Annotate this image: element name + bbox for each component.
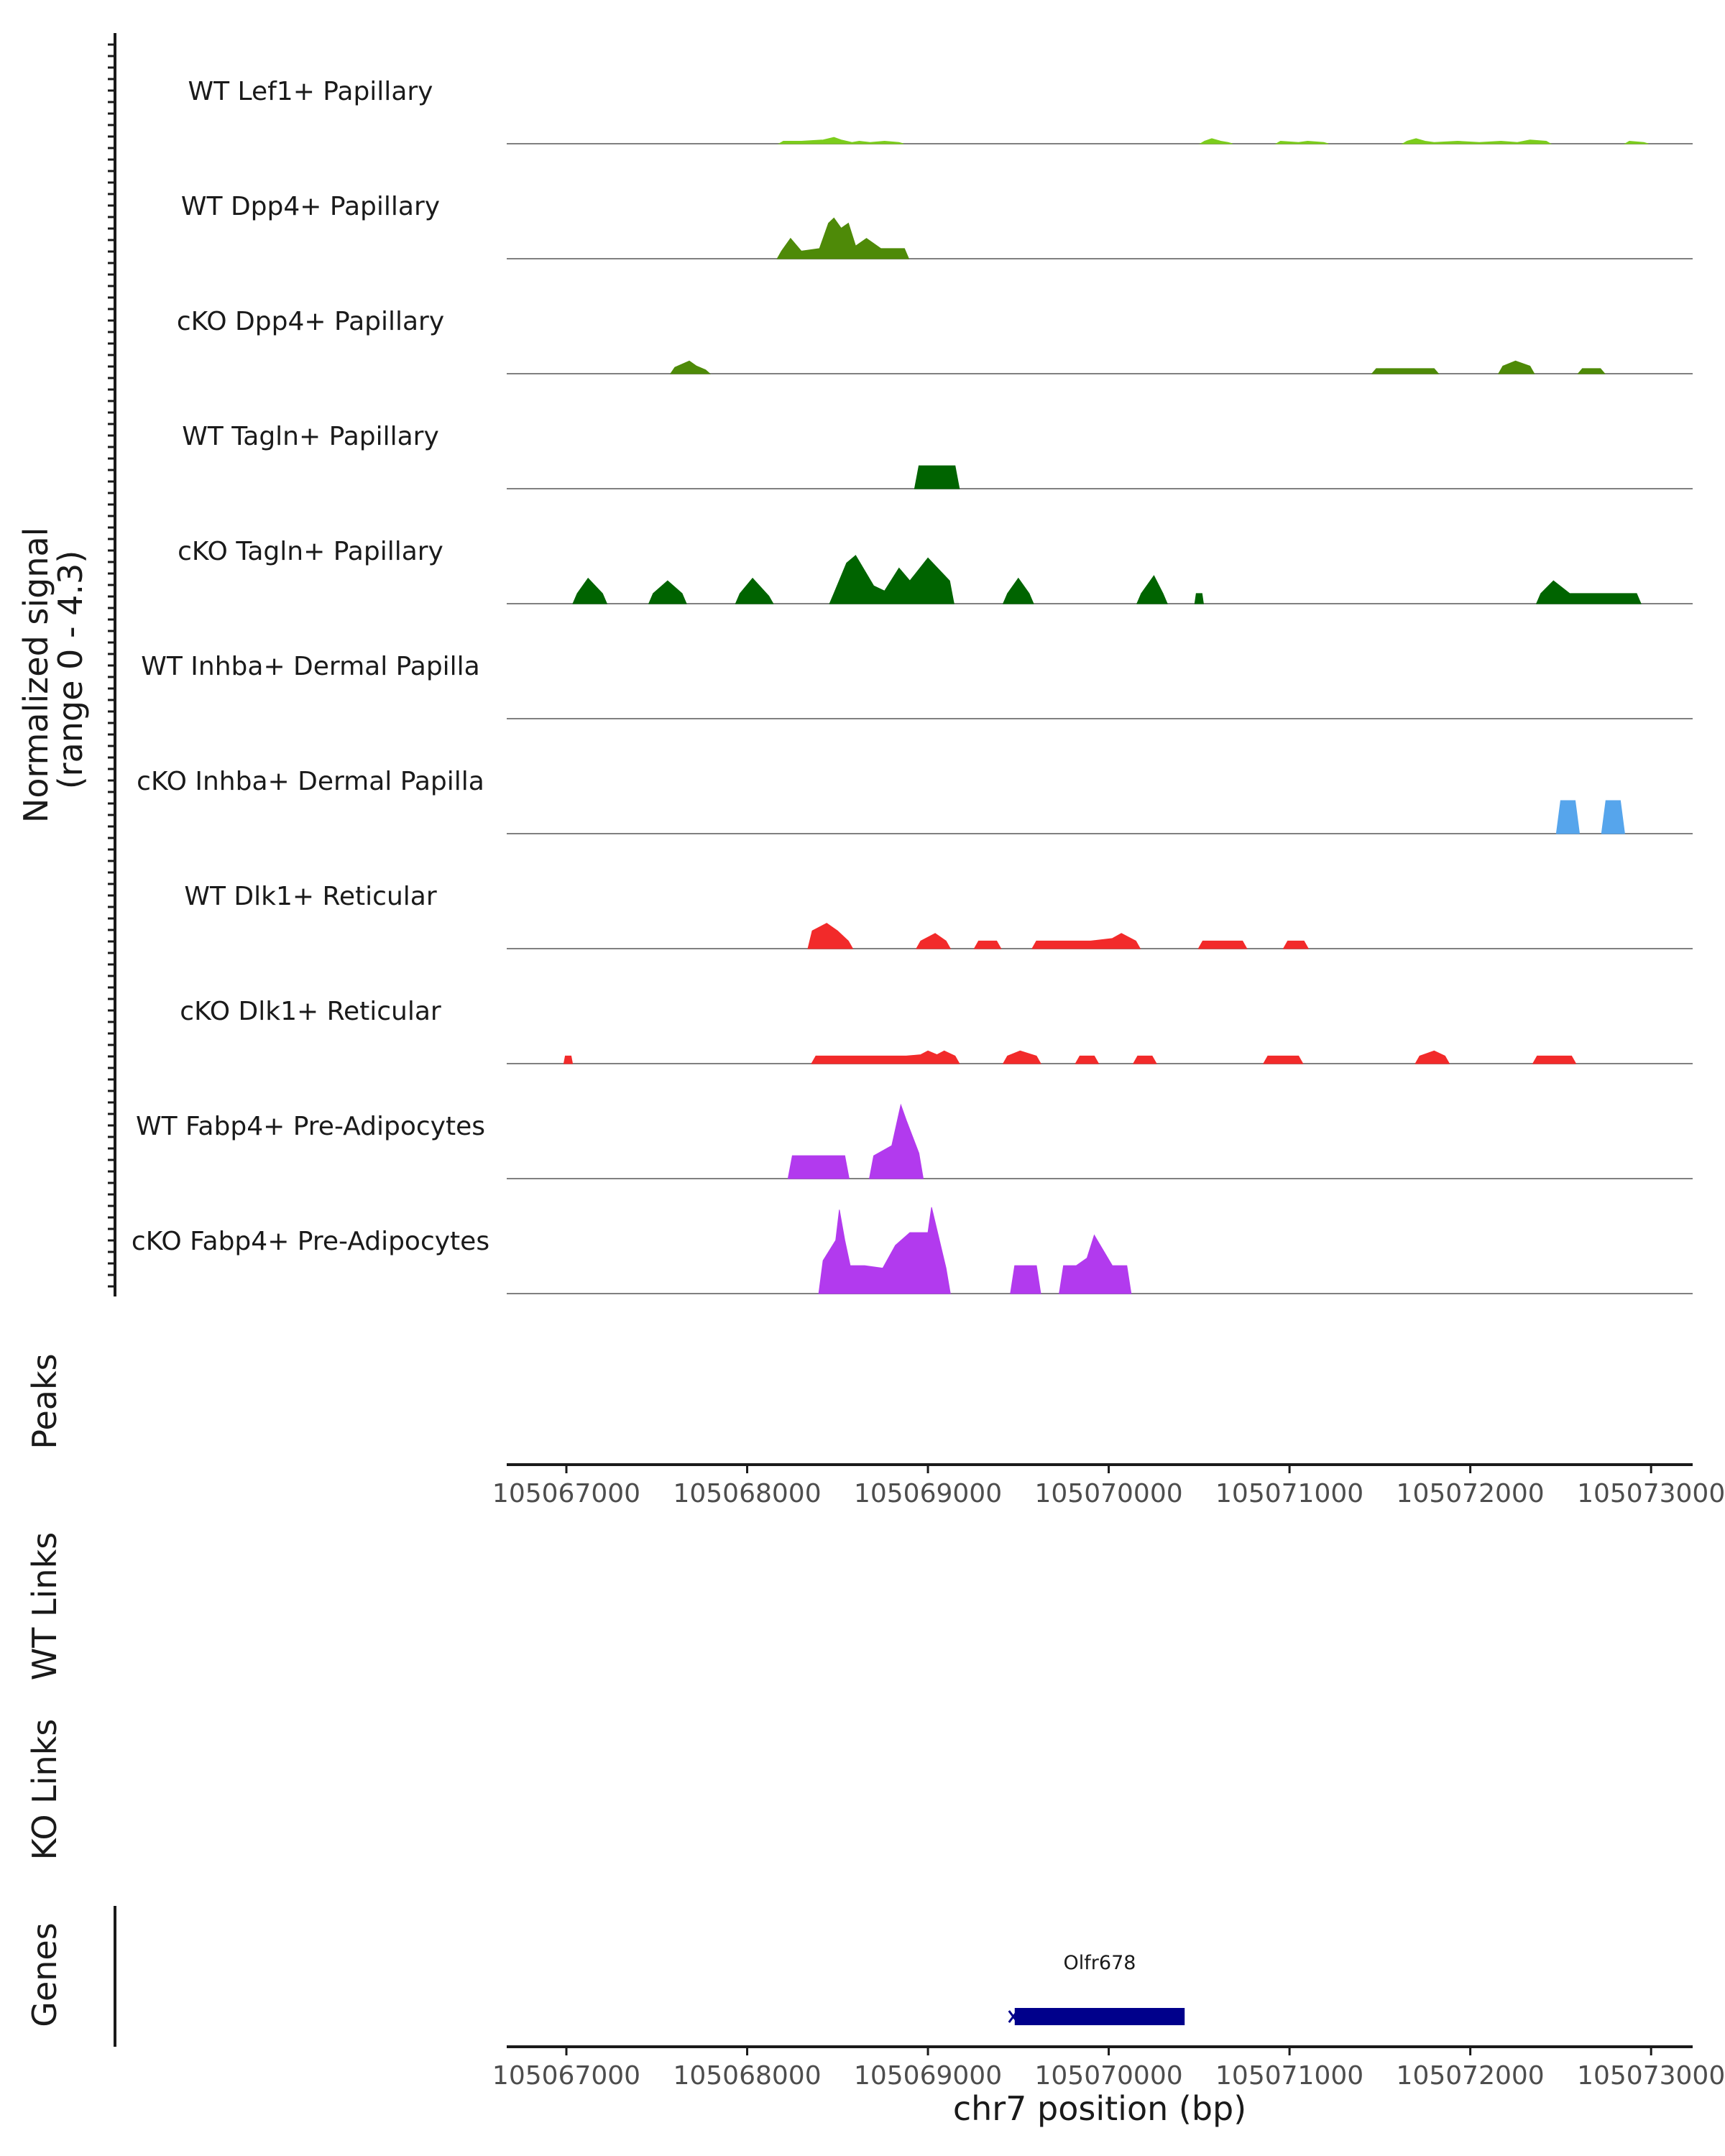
- track-label: cKO Dlk1+ Reticular: [180, 997, 441, 1026]
- signal-peak: [811, 1050, 960, 1064]
- gene-strand-marker: [1008, 2010, 1018, 2023]
- track-label: cKO Fabp4+ Pre-Adipocytes: [132, 1227, 489, 1256]
- track-label: WT Inhba+ Dermal Papilla: [141, 652, 479, 681]
- signal-peak: [1282, 940, 1310, 949]
- wt-links-track-title: WT Links: [25, 1532, 64, 1680]
- track: WT Lef1+ Papillary: [188, 77, 1693, 144]
- track: cKO Dpp4+ Papillary: [177, 307, 1693, 374]
- peaks-track-title: Peaks: [25, 1353, 64, 1449]
- signal-peak: [973, 940, 1002, 949]
- signal-peak: [1075, 1055, 1100, 1064]
- signal-peak: [1535, 580, 1642, 604]
- signal-peak: [1624, 140, 1649, 144]
- signal-peak: [1371, 368, 1440, 374]
- signal-peak: [563, 1055, 574, 1064]
- signal-peak: [648, 580, 687, 604]
- signal-peak: [1132, 1055, 1157, 1064]
- genes-track-title: Genes: [25, 1922, 64, 2027]
- signal-peak: [1401, 138, 1552, 144]
- x-axis-tick-label: 105067000: [492, 1479, 640, 1508]
- track: WT Inhba+ Dermal Papilla: [141, 652, 1693, 719]
- x-axis-tick-label: 105073000: [1577, 2061, 1725, 2091]
- signal-peak: [1059, 1234, 1132, 1294]
- track-label: cKO Tagln+ Papillary: [178, 537, 443, 566]
- signal-peak: [1002, 577, 1034, 604]
- track: WT Fabp4+ Pre-Adipocytes: [136, 1103, 1693, 1179]
- signal-peak: [1197, 940, 1248, 949]
- track: cKO Dlk1+ Reticular: [180, 997, 1693, 1064]
- track-label: WT Dpp4+ Papillary: [181, 192, 440, 221]
- signal-peak: [807, 923, 854, 949]
- x-axis-title: chr7 position (bp): [953, 2089, 1246, 2128]
- track: cKO Fabp4+ Pre-Adipocytes: [132, 1207, 1693, 1294]
- gene-body: [1014, 2008, 1185, 2025]
- signal-peak: [914, 465, 960, 489]
- signal-peak: [829, 555, 954, 604]
- signal-peak: [1601, 800, 1625, 834]
- signal-peak: [1002, 1050, 1041, 1064]
- x-axis-tick-label: 105073000: [1577, 1479, 1725, 1508]
- track: WT Tagln+ Papillary: [182, 422, 1693, 489]
- genes-x-axis: 105067000 105068000 105069000 105070000 1050…: [492, 2045, 1725, 2091]
- signal-peak: [735, 577, 774, 604]
- signal-peak: [1498, 360, 1535, 374]
- track-label: WT Lef1+ Papillary: [188, 77, 433, 106]
- signal-peak: [1414, 1050, 1450, 1064]
- signal-peak: [868, 1103, 924, 1179]
- signal-peak: [777, 137, 903, 144]
- signal-peak: [776, 217, 910, 259]
- track-label: cKO Dpp4+ Papillary: [177, 307, 444, 336]
- signal-axis-title-line-1: Normalized signal: [17, 528, 55, 824]
- track-label: WT Dlk1+ Reticular: [184, 882, 436, 911]
- signal-tracks: WT Lef1+ Papillary WT Dpp4+ Papillary cKO …: [132, 77, 1693, 1294]
- signal-peak: [1577, 368, 1606, 374]
- ko-links-track-title: KO Links: [25, 1719, 64, 1861]
- signal-peak: [1263, 1055, 1304, 1064]
- signal-peak: [1194, 593, 1204, 604]
- signal-peak: [1532, 1055, 1577, 1064]
- x-axis-tick-label: 105071000: [1215, 2061, 1363, 2091]
- signal-peak: [1010, 1265, 1041, 1294]
- x-axis-tick-label: 105070000: [1035, 2061, 1183, 2091]
- signal-peak: [1199, 138, 1233, 144]
- signal-peak: [1136, 575, 1168, 604]
- gene-track: Olfr678: [1008, 1952, 1185, 2025]
- signal-axis-title-line-2: (range 0 - 4.3): [51, 550, 90, 790]
- x-axis-tick-label: 105072000: [1397, 2061, 1545, 2091]
- track: WT Dlk1+ Reticular: [184, 882, 1693, 949]
- signal-peak: [916, 933, 952, 949]
- x-axis-tick-label: 105067000: [492, 2061, 640, 2091]
- peaks-x-axis: 105067000 105068000 105069000 105070000 1050…: [492, 1463, 1725, 1508]
- x-axis-tick-label: 105069000: [854, 1479, 1002, 1508]
- track-label: WT Tagln+ Papillary: [182, 422, 439, 451]
- track-label: cKO Inhba+ Dermal Papilla: [137, 767, 484, 796]
- signal-peak: [572, 577, 608, 604]
- signal-peak: [1555, 800, 1581, 834]
- signal-axis-title: Normalized signal (range 0 - 4.3): [17, 517, 90, 823]
- x-axis-tick-label: 105068000: [673, 1479, 821, 1508]
- track-label: WT Fabp4+ Pre-Adipocytes: [136, 1112, 485, 1141]
- x-axis-tick-label: 105071000: [1215, 1479, 1363, 1508]
- signal-peak: [818, 1207, 951, 1294]
- signal-peak: [669, 360, 711, 374]
- x-axis-tick-label: 105072000: [1397, 1479, 1545, 1508]
- signal-peak: [1031, 933, 1141, 949]
- track: cKO Tagln+ Papillary: [178, 537, 1693, 604]
- x-axis-tick-label: 105069000: [854, 2061, 1002, 2091]
- signal-axis: [108, 33, 116, 1296]
- track: cKO Inhba+ Dermal Papilla: [137, 767, 1693, 834]
- signal-peak: [1274, 140, 1329, 144]
- x-axis-tick-label: 105070000: [1035, 1479, 1183, 1508]
- track: WT Dpp4+ Papillary: [181, 192, 1693, 259]
- x-axis-tick-label: 105068000: [673, 2061, 821, 2091]
- signal-peak: [787, 1155, 850, 1179]
- gene-label: Olfr678: [1064, 1952, 1136, 1974]
